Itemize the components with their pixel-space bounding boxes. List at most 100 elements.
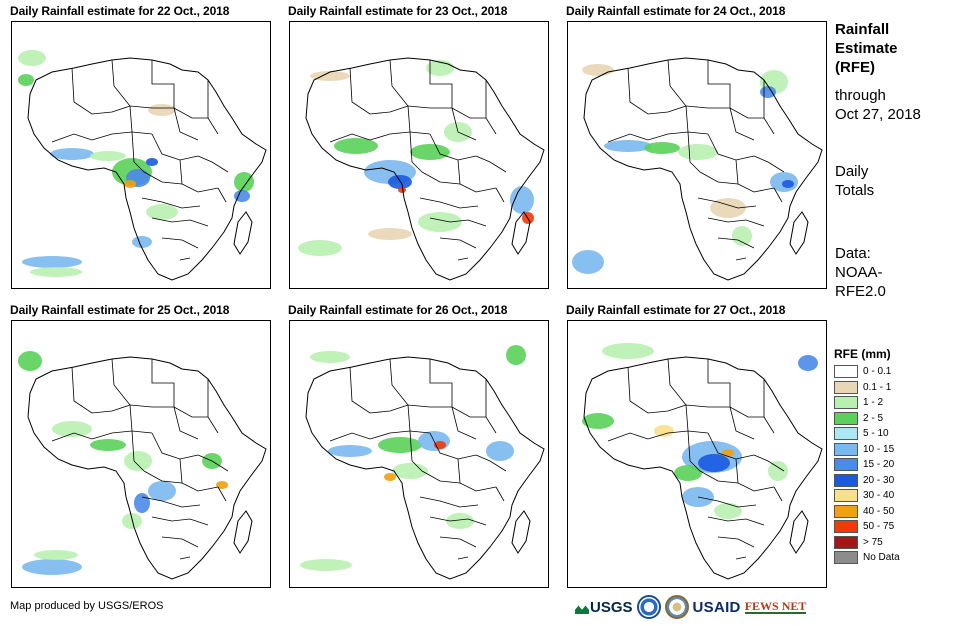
country-border: [685, 105, 764, 119]
country-border: [707, 217, 765, 227]
rainfall-panel-22-oct: Daily Rainfall estimate for 22 Oct., 201…: [10, 3, 272, 289]
country-border: [409, 430, 423, 472]
legend-swatch: [834, 411, 858, 425]
country-border: [773, 486, 783, 502]
rainfall-field: [572, 64, 798, 274]
rainfall-patch: [798, 355, 818, 371]
rainfall-map[interactable]: [567, 320, 827, 588]
country-border: [389, 358, 411, 432]
country-border: [141, 197, 201, 209]
rainfall-patch: [310, 71, 350, 81]
rainfall-patch: [234, 172, 254, 192]
africa-rainfall-map: [18, 351, 267, 580]
legend-label: 50 - 75: [863, 521, 895, 533]
usgs-wave-icon: [575, 605, 589, 614]
legend-item: > 75: [834, 535, 960, 551]
africa-coastline: [305, 356, 545, 580]
country-border: [407, 105, 486, 119]
legend-item: 50 - 75: [834, 519, 960, 535]
country-border: [151, 60, 175, 108]
country-border: [717, 237, 755, 249]
rainfall-patch: [216, 481, 228, 489]
data-source: Data: NOAA- RFE2.0: [835, 244, 965, 301]
country-borders: [607, 358, 785, 560]
legend-label: 0.1 - 1: [863, 381, 892, 393]
rainfall-patch: [410, 144, 450, 160]
legend-swatch: [834, 458, 858, 472]
country-border: [707, 516, 765, 526]
country-borders: [51, 358, 229, 560]
rainfall-patch: [310, 351, 350, 363]
madagascar-outline: [233, 510, 253, 554]
rainfall-patch: [22, 559, 82, 575]
country-border: [51, 131, 153, 143]
map-credit: Map produced by USGS/EROS: [10, 600, 164, 612]
madagascar-outline: [233, 211, 253, 255]
country-border: [697, 197, 757, 209]
country-border: [329, 430, 431, 442]
legend-swatch: [834, 427, 858, 441]
africa-coastline: [27, 356, 267, 580]
data-source-line: NOAA-: [835, 264, 883, 281]
country-border: [131, 131, 145, 173]
legend-swatch: [834, 365, 858, 379]
rainfall-patch: [18, 50, 46, 66]
rainfall-map[interactable]: [11, 320, 271, 588]
through-line: Oct 27, 2018: [835, 106, 921, 123]
country-border: [207, 379, 219, 434]
madagascar-outline: [789, 510, 809, 554]
legend-item: 15 - 20: [834, 457, 960, 473]
africa-rainfall-map: [582, 343, 823, 580]
country-border: [173, 406, 199, 440]
rainfall-patch: [506, 345, 526, 365]
country-border: [389, 59, 411, 133]
rainfall-patch: [50, 148, 94, 160]
rainfall-patch: [328, 445, 372, 457]
legend-item: 10 - 15: [834, 442, 960, 458]
country-border: [753, 454, 785, 472]
legend-swatch: [834, 535, 858, 549]
country-border: [457, 159, 497, 193]
rainfall-patch: [234, 190, 250, 202]
rainfall-map[interactable]: [11, 21, 271, 289]
country-border: [699, 171, 739, 185]
rainfall-field: [298, 60, 534, 256]
country-border: [475, 454, 507, 472]
country-border: [421, 171, 461, 185]
country-border: [429, 217, 487, 227]
rainfall-patch: [124, 451, 152, 471]
rainfall-patch: [22, 256, 82, 268]
legend-item: 30 - 40: [834, 488, 960, 504]
usaid-logo: USAID: [692, 598, 741, 616]
legend-swatch: [834, 489, 858, 503]
rainfall-patch: [392, 463, 428, 479]
rainfall-map[interactable]: [289, 21, 549, 289]
legend-item: 0 - 0.1: [834, 364, 960, 380]
totals-line: Daily: [835, 163, 869, 180]
country-border: [485, 80, 497, 135]
rainfall-panel-27-oct: Daily Rainfall estimate for 27 Oct., 201…: [566, 302, 828, 588]
rainfall-patch: [602, 343, 654, 359]
country-border: [729, 107, 755, 141]
rainfall-patch: [132, 236, 152, 248]
rainfall-patch: [582, 64, 614, 76]
rainfall-patch: [722, 449, 734, 457]
rainfall-map[interactable]: [289, 320, 549, 588]
legend-label: 20 - 30: [863, 474, 895, 486]
agency-logos: USGS USAID FEWS NET: [575, 592, 835, 622]
product-title-line: (RFE): [835, 59, 875, 76]
legend-label: No Data: [863, 552, 900, 564]
country-border: [687, 430, 701, 472]
country-border: [143, 171, 183, 185]
rainfall-patch: [768, 461, 788, 481]
country-border: [707, 60, 731, 108]
country-border: [607, 430, 709, 442]
rainfall-map[interactable]: [567, 21, 827, 289]
product-title-line: Estimate: [835, 40, 898, 57]
rainfall-patch: [398, 187, 406, 193]
rainfall-patch: [644, 142, 680, 154]
country-border: [667, 358, 689, 432]
country-border: [407, 404, 486, 418]
rainfall-patch: [148, 481, 176, 501]
country-border: [349, 366, 409, 414]
